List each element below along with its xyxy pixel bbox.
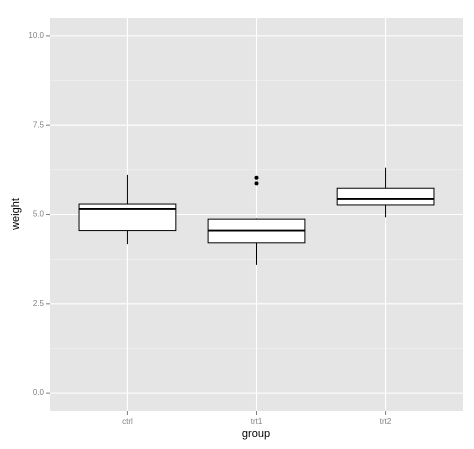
- y-tick-label: 7.5: [33, 120, 45, 129]
- y-tick-label: 10.0: [28, 31, 44, 40]
- box: [78, 203, 177, 232]
- box: [336, 187, 435, 206]
- y-tick-label: 2.5: [33, 299, 45, 308]
- x-tick-label: trt1: [251, 417, 263, 426]
- y-axis-title: weight: [10, 198, 22, 231]
- x-tick-label: ctrl: [122, 417, 133, 426]
- x-axis-title: group: [242, 428, 270, 440]
- y-tick-label: 0.0: [33, 388, 45, 397]
- outlier: [254, 181, 259, 186]
- y-tick-label: 5.0: [33, 210, 45, 219]
- outlier: [254, 175, 259, 180]
- x-tick-label: trt2: [380, 417, 392, 426]
